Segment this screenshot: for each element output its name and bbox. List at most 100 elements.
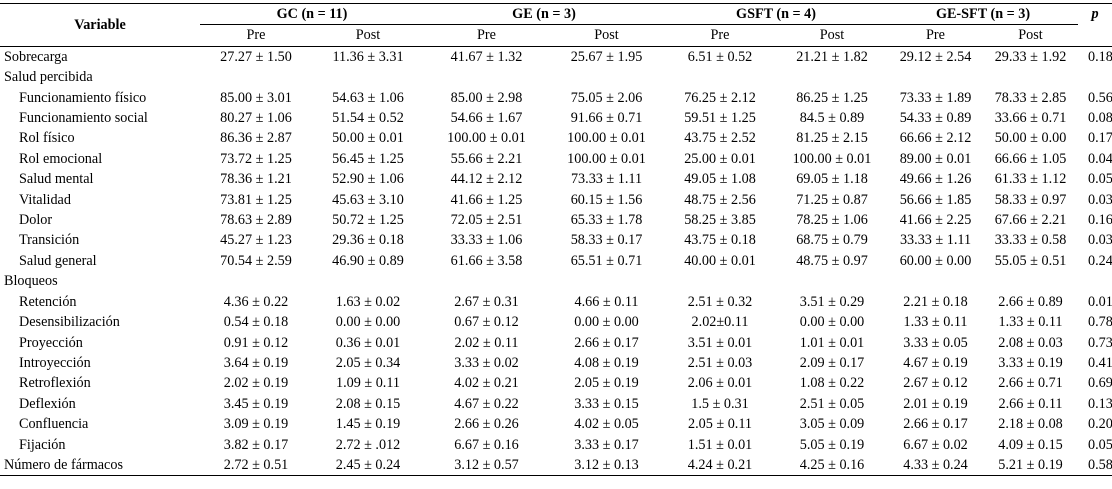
table-cell: 2.08 ± 0.15 xyxy=(335,395,401,412)
table-row: Deflexión 3.45 ± 0.19 2.08 ± 0.15 4.67 ± 0.… xyxy=(0,394,1112,414)
table-cell: 66.66 ± 2.12 xyxy=(899,130,972,147)
table-cell: 65.51 ± 0.71 xyxy=(570,252,643,269)
table-cell: 2.18 ± 0.08 xyxy=(998,416,1063,433)
table-cell: 100.00 ± 0.01 xyxy=(792,150,872,167)
table-cell: 52.90 ± 1.06 xyxy=(332,171,404,188)
table-cell: 4.33 ± 0.24 xyxy=(888,454,984,477)
table-cell: 2.09 ± 0.17 xyxy=(799,354,865,371)
table-row: Rol físico 86.36 ± 2.87 50.00 ± 0.01 100.00… xyxy=(0,128,1112,148)
table-cell: 29.36 ± 0.18 xyxy=(332,232,404,249)
table-cell: 46.90 ± 0.89 xyxy=(332,252,404,269)
table-cell: 72.05 ± 2.51 xyxy=(450,212,523,229)
table-cell xyxy=(983,67,1078,87)
table-cell: 1.63 ± 0.02 xyxy=(335,293,401,310)
results-table-container: Variable GC (n = 11) GE (n = 3) GSFT (n … xyxy=(0,2,1112,477)
header-pre: Pre xyxy=(888,24,984,47)
table-cell: 89.00 ± 0.01 xyxy=(899,150,972,167)
table-cell: 78.36 ± 1.21 xyxy=(220,171,292,188)
row-label: Número de fármacos xyxy=(0,454,200,477)
table-cell: 91.66 ± 0.71 xyxy=(570,110,643,127)
table-cell: 73.81 ± 1.25 xyxy=(220,191,292,208)
table-cell xyxy=(664,67,776,87)
table-cell: 0.00 ± 0.00 xyxy=(574,314,639,331)
header-post: Post xyxy=(312,24,424,47)
table-cell xyxy=(424,271,549,291)
table-cell: 1.33 ± 0.11 xyxy=(903,314,968,331)
table-cell: 3.12 ± 0.57 xyxy=(424,454,549,477)
table-cell: 2.01 ± 0.19 xyxy=(903,395,968,412)
table-cell: 4.25 ± 0.16 xyxy=(776,454,889,477)
table-cell: 50.00 ± 0.01 xyxy=(332,130,404,147)
table-cell: 4.66 ± 0.11 xyxy=(574,293,639,310)
table-cell: 3.33 ± 0.05 xyxy=(903,334,968,351)
table-cell: 3.05 ± 0.09 xyxy=(799,416,865,433)
table-cell: 2.05 ± 0.11 xyxy=(688,416,753,433)
p-value-cell: 0.20 xyxy=(1088,416,1112,433)
table-cell: 25.67 ± 1.95 xyxy=(570,48,643,65)
table-cell: 69.05 ± 1.18 xyxy=(796,171,868,188)
row-label: Sobrecarga xyxy=(4,48,68,65)
p-value-cell: 0.41 xyxy=(1088,354,1112,371)
table-cell: 81.25 ± 2.15 xyxy=(796,130,868,147)
table-row: Transición 45.27 ± 1.23 29.36 ± 0.18 33.33 … xyxy=(0,230,1112,250)
header-group-gc: GC (n = 11) xyxy=(200,2,424,26)
table-cell xyxy=(983,271,1078,291)
table-cell: 66.66 ± 1.05 xyxy=(994,150,1067,167)
row-label: Salud percibida xyxy=(4,69,93,86)
table-cell: 55.66 ± 2.21 xyxy=(450,150,523,167)
table-cell: 45.27 ± 1.23 xyxy=(220,232,292,249)
table-cell: 76.25 ± 2.12 xyxy=(684,89,756,106)
table-cell: 3.09 ± 0.19 xyxy=(223,416,289,433)
table-cell: 2.66 ± 0.26 xyxy=(454,416,519,433)
table-cell: 3.82 ± 0.17 xyxy=(223,436,289,453)
p-value-cell: 0.73 xyxy=(1088,334,1112,351)
table-cell xyxy=(549,67,664,87)
table-cell: 29.12 ± 2.54 xyxy=(899,48,972,65)
table-cell: 41.67 ± 1.32 xyxy=(450,48,523,65)
table-cell: 78.63 ± 2.89 xyxy=(220,212,292,229)
p-value-cell xyxy=(1078,271,1112,291)
header-variable: Variable xyxy=(0,3,200,47)
row-label: Transición xyxy=(19,232,80,249)
table-cell: 1.09 ± 0.11 xyxy=(335,375,400,392)
table-cell: 78.33 ± 2.85 xyxy=(994,89,1067,106)
table-cell: 0.00 ± 0.00 xyxy=(335,314,401,331)
table-cell: 4.67 ± 0.19 xyxy=(903,354,968,371)
table-cell: 2.05 ± 0.19 xyxy=(574,375,639,392)
table-row: Dolor 78.63 ± 2.89 50.72 ± 1.25 72.05 ± 2.5… xyxy=(0,210,1112,230)
table-cell: 3.45 ± 0.19 xyxy=(223,395,289,412)
table-cell: 41.66 ± 2.25 xyxy=(899,212,972,229)
table-body: Sobrecarga 27.27 ± 1.50 11.36 ± 3.31 41.67 … xyxy=(0,46,1112,477)
table-cell: 0.67 ± 0.12 xyxy=(454,314,519,331)
table-header: Variable GC (n = 11) GE (n = 3) GSFT (n … xyxy=(0,2,1112,47)
table-cell: 48.75 ± 2.56 xyxy=(684,191,756,208)
table-cell: 0.36 ± 0.01 xyxy=(335,334,401,351)
table-cell: 3.33 ± 0.15 xyxy=(574,395,639,412)
table-cell: 85.00 ± 2.98 xyxy=(450,89,523,106)
table-cell: 0.91 ± 0.12 xyxy=(223,334,289,351)
p-value-cell: 0.13 xyxy=(1088,395,1112,412)
table-cell: 49.05 ± 1.08 xyxy=(684,171,756,188)
table-cell: 4.24 ± 0.21 xyxy=(664,454,777,477)
table-cell xyxy=(776,67,888,87)
table-cell: 5.05 ± 0.19 xyxy=(799,436,865,453)
table-cell: 40.00 ± 0.01 xyxy=(684,252,756,269)
header-pre: Pre xyxy=(424,24,549,47)
table-cell: 3.33 ± 0.17 xyxy=(574,436,639,453)
table-cell: 58.25 ± 3.85 xyxy=(684,212,756,229)
table-row: Bloqueos xyxy=(0,271,1112,291)
p-value-cell: 0.08 xyxy=(1088,110,1112,127)
table-row: Retroflexión 2.02 ± 0.19 1.09 ± 0.11 4.02 ±… xyxy=(0,373,1112,393)
table-cell: 100.00 ± 0.01 xyxy=(567,130,646,147)
table-cell: 2.02 ± 0.11 xyxy=(454,334,519,351)
table-cell: 0.54 ± 0.18 xyxy=(223,314,289,331)
table-row: Salud percibida xyxy=(0,67,1112,87)
table-cell: 2.08 ± 0.03 xyxy=(998,334,1063,351)
table-cell: 50.00 ± 0.00 xyxy=(994,130,1067,147)
table-cell: 100.00 ± 0.01 xyxy=(567,150,646,167)
table-cell: 49.66 ± 1.26 xyxy=(899,171,972,188)
table-row: Fijación 3.82 ± 0.17 2.72 ± .012 6.67 ± 0.1… xyxy=(0,435,1112,455)
table-cell xyxy=(312,67,424,87)
table-cell: 1.01 ± 0.01 xyxy=(799,334,865,351)
table-cell: 6.67 ± 0.02 xyxy=(903,436,968,453)
